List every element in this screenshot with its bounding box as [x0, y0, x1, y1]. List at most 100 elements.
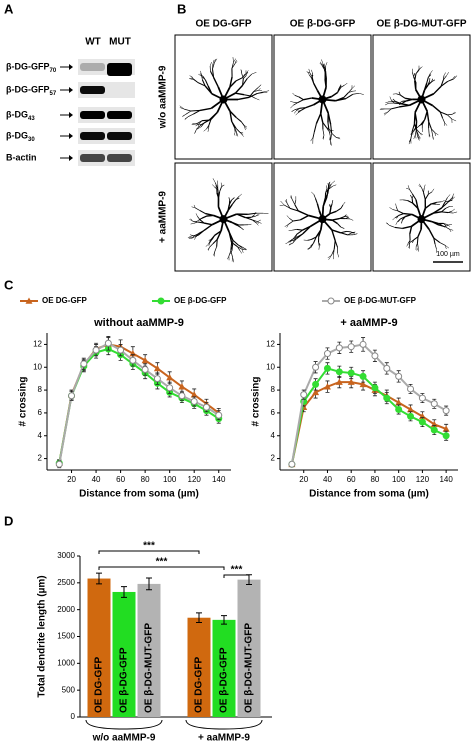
- series-line: OE β-DG-MUT-GFP: [290, 343, 447, 465]
- y-tick-label: 12: [266, 340, 275, 349]
- x-tick-label: 80: [370, 475, 379, 484]
- dendrite: [257, 221, 262, 224]
- dendrite: [198, 120, 203, 125]
- bar-label: OE DG-GFP: [194, 657, 205, 713]
- dendrite: [253, 90, 259, 92]
- dendrite: [229, 110, 237, 118]
- dendrite: [239, 131, 244, 135]
- dendrite: [196, 124, 202, 130]
- marker: [347, 369, 355, 377]
- dendrite: [395, 221, 398, 225]
- marker: [323, 350, 331, 358]
- dendrite: [231, 63, 236, 69]
- band: [107, 63, 132, 76]
- soma: [219, 95, 228, 104]
- dendrite: [444, 226, 450, 230]
- dendrite: [441, 200, 445, 202]
- dendrite: [182, 113, 187, 117]
- blot-row-label: β-DG30: [6, 130, 35, 142]
- dendrite: [240, 227, 244, 231]
- dendrite: [207, 128, 209, 132]
- dendrite: [243, 124, 248, 128]
- dendrite: [235, 128, 241, 133]
- dendrite: [443, 72, 446, 76]
- dendrite: [208, 239, 212, 241]
- x-axis-label: Distance from soma (µm): [309, 489, 429, 500]
- dendrite: [411, 123, 415, 133]
- dendrite: [428, 191, 433, 195]
- dendrite: [445, 206, 450, 209]
- y-tick-label: 4: [271, 431, 276, 440]
- dendrite: [294, 95, 299, 98]
- dendrite: [334, 240, 339, 248]
- dendrite: [189, 234, 194, 236]
- y-tick-label: 6: [38, 408, 43, 417]
- dendrite: [333, 240, 336, 250]
- dendrite: [329, 204, 332, 209]
- dendrite: [431, 78, 433, 82]
- dendrite: [335, 96, 345, 102]
- soma: [318, 95, 327, 104]
- dendrite: [451, 208, 455, 212]
- dendrite: [253, 87, 259, 92]
- dendrite: [214, 182, 218, 189]
- dendrite: [451, 196, 454, 200]
- dendrite: [415, 121, 418, 128]
- dendrite: [291, 199, 296, 205]
- significance-label: ***: [143, 541, 155, 552]
- dendrite: [428, 74, 432, 78]
- dendrite: [311, 191, 314, 195]
- dendrite: [212, 184, 215, 188]
- dendrite: [237, 244, 242, 248]
- dendrite: [351, 231, 355, 233]
- dendrite: [294, 199, 297, 205]
- dendrite: [453, 211, 458, 214]
- marker: [359, 340, 367, 348]
- band: [80, 111, 105, 119]
- dendrite: [242, 78, 244, 86]
- dendrite: [236, 213, 246, 219]
- band: [107, 132, 132, 140]
- dendrite: [215, 185, 217, 189]
- dendrite: [335, 137, 340, 139]
- dendrite: [431, 79, 436, 83]
- dendrite: [258, 87, 261, 91]
- dendrite: [292, 229, 297, 231]
- dendrite: [244, 125, 247, 129]
- dendrite: [251, 72, 257, 75]
- dendrite: [190, 78, 194, 80]
- dendrite: [439, 242, 446, 246]
- dendrite: [294, 234, 298, 239]
- chart-title: without aaMMP-9: [93, 317, 184, 329]
- arrow-head: [69, 87, 73, 93]
- dendrite: [395, 206, 399, 211]
- dendrite: [449, 229, 452, 233]
- dendrite: [316, 203, 320, 211]
- dendrite: [325, 189, 328, 193]
- dendrite: [340, 84, 345, 88]
- marker: [166, 374, 174, 381]
- dendrite: [191, 76, 194, 80]
- dendrite: [409, 226, 413, 235]
- dendrite: [286, 199, 288, 204]
- marker: [359, 372, 367, 380]
- y-tick-label: 8: [38, 385, 43, 394]
- dendrite: [400, 102, 410, 107]
- dendrite: [423, 84, 429, 91]
- marker: [430, 426, 438, 434]
- dendrite: [231, 221, 238, 226]
- dendrite: [444, 245, 447, 250]
- bar: [137, 583, 161, 717]
- marker: [347, 343, 355, 351]
- dendrite: [331, 91, 338, 98]
- dendrite: [199, 209, 206, 215]
- dendrite: [293, 238, 296, 242]
- dendrite: [311, 78, 315, 84]
- dendrite: [230, 245, 233, 250]
- dendrite: [311, 236, 317, 240]
- marker: [190, 398, 198, 405]
- marker: [312, 363, 320, 371]
- dendrite: [248, 93, 258, 98]
- blot-row-sub: 43: [28, 116, 35, 122]
- legend-marker: [157, 297, 165, 305]
